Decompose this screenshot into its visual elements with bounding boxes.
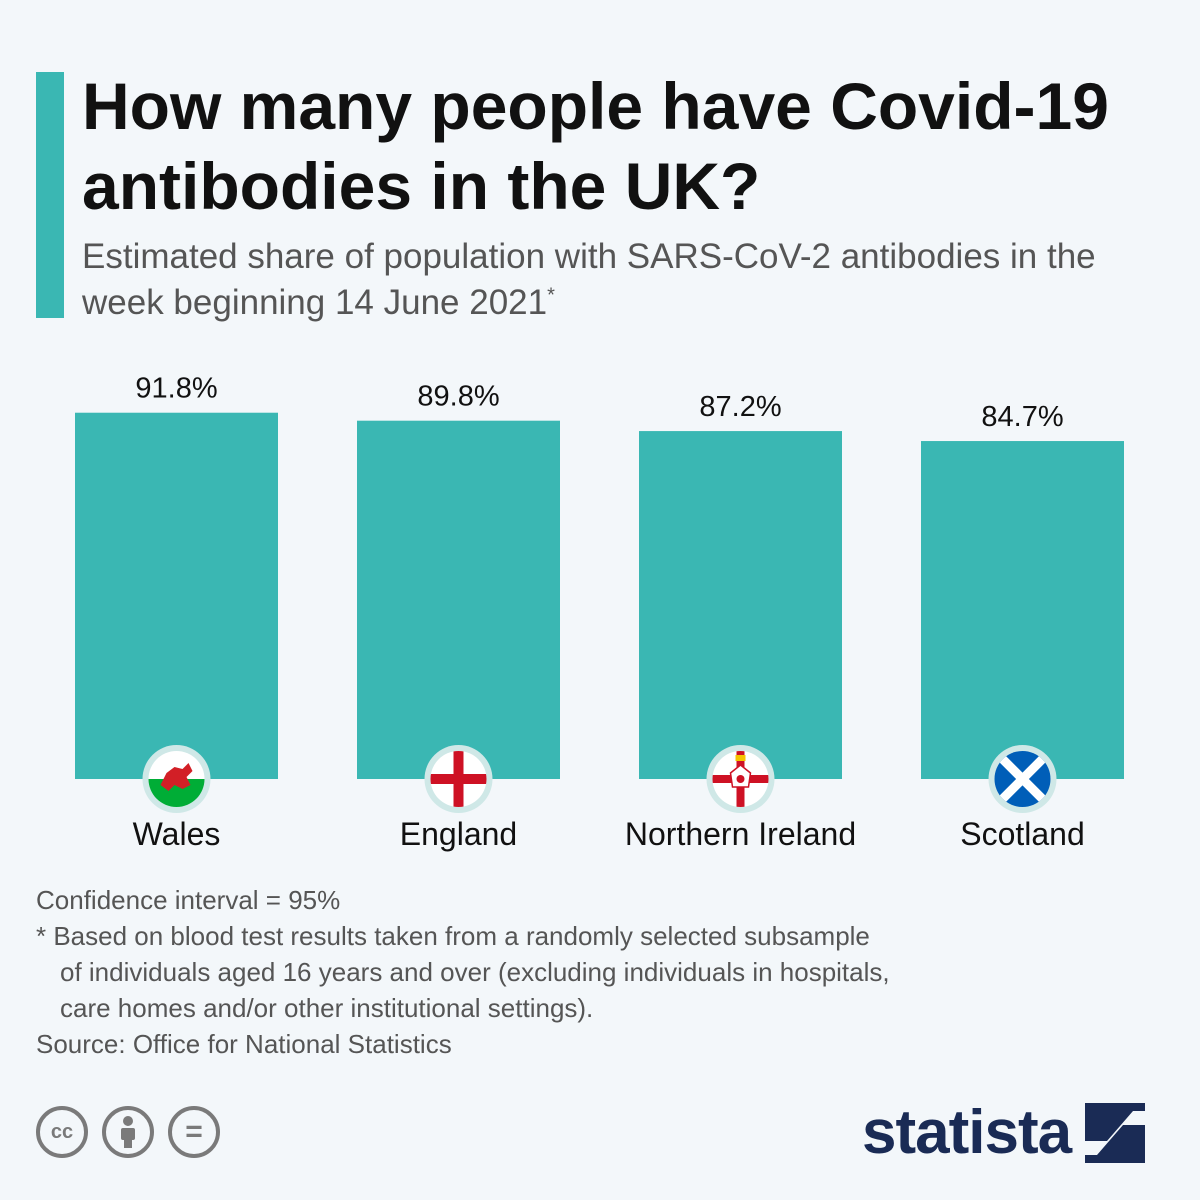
- bar-scotland: [921, 441, 1124, 779]
- nd-icon-text: =: [185, 1115, 203, 1148]
- subtitle-footnote-marker: *: [547, 284, 555, 307]
- category-label: England: [400, 816, 517, 852]
- value-label: 91.8%: [135, 373, 217, 405]
- chart-notes: Confidence interval = 95% * Based on blo…: [36, 882, 1156, 1062]
- footnote: * Based on blood test results taken from…: [36, 921, 890, 1023]
- statista-logo-icon: [1085, 1103, 1146, 1163]
- person-icon: [121, 1116, 135, 1148]
- chart-subtitle: Estimated share of population with SARS-…: [82, 234, 1182, 326]
- bar-northern-ireland: [639, 431, 842, 779]
- value-label: 84.7%: [981, 401, 1063, 433]
- subtitle-text: Estimated share of population with SARS-…: [82, 237, 1096, 322]
- wales-flag-icon: [142, 745, 211, 813]
- value-label: 89.8%: [417, 381, 499, 413]
- cc-icon-text: cc: [50, 1120, 74, 1143]
- category-label: Wales: [133, 816, 221, 852]
- bar-wales: [75, 412, 278, 779]
- bar-england: [357, 420, 560, 779]
- by-icon[interactable]: [102, 1106, 154, 1158]
- license-icons: cc =: [36, 1106, 220, 1158]
- title-accent-bar: [36, 72, 64, 318]
- scotland-flag-icon: [988, 745, 1057, 813]
- nd-icon[interactable]: =: [168, 1106, 220, 1158]
- confidence-note: Confidence interval = 95%: [36, 885, 341, 915]
- northern-ireland-flag-icon: [706, 745, 775, 813]
- bar-chart: 91.8% Wales 89.8% England 87.2% Northern Irel…: [75, 373, 1124, 852]
- cc-icon[interactable]: cc: [36, 1106, 88, 1158]
- source-note: Source: Office for National Statistics: [36, 1029, 452, 1059]
- category-label: Scotland: [960, 816, 1085, 852]
- logo-text: statista: [862, 1098, 1072, 1167]
- england-flag-icon: [424, 745, 493, 813]
- category-label: Northern Ireland: [625, 816, 856, 852]
- value-label: 87.2%: [699, 391, 781, 423]
- chart-title: How many people have Covid-19 antibodies…: [82, 69, 1109, 223]
- statista-logo[interactable]: statista: [862, 1098, 1146, 1168]
